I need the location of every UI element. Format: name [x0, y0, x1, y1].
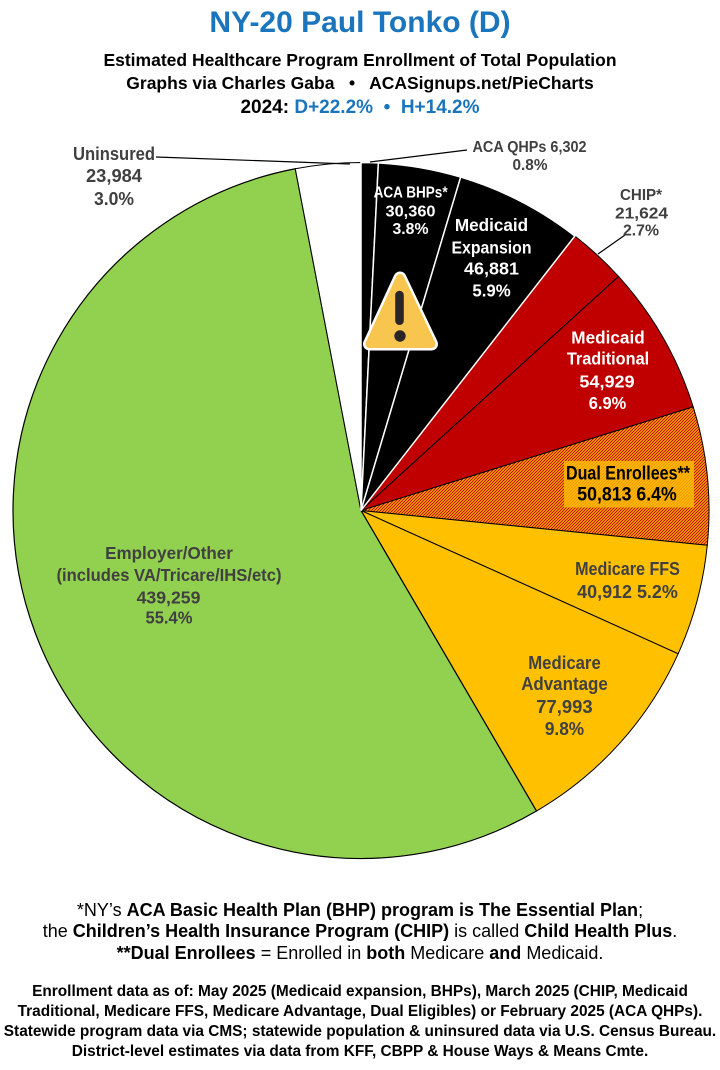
svg-text:Uninsured: Uninsured — [73, 144, 155, 164]
svg-text:6.9%: 6.9% — [589, 393, 627, 413]
svg-text:50,813 6.4%: 50,813 6.4% — [577, 485, 676, 506]
svg-text:55.4%: 55.4% — [146, 608, 193, 628]
svg-text:0.8%: 0.8% — [513, 157, 548, 174]
svg-text:77,993: 77,993 — [536, 697, 592, 717]
svg-text:9.8%: 9.8% — [545, 719, 584, 739]
svg-text:ACA QHPs 6,302: ACA QHPs 6,302 — [473, 139, 587, 156]
svg-text:Dual Enrollees**: Dual Enrollees** — [566, 464, 691, 485]
svg-text:ACA BHPs*: ACA BHPs* — [374, 185, 449, 202]
svg-text:Advantage: Advantage — [521, 674, 608, 694]
svg-text:30,360: 30,360 — [386, 203, 436, 220]
svg-text:Traditional: Traditional — [567, 349, 649, 369]
svg-text:2.7%: 2.7% — [623, 223, 659, 240]
svg-text:Medicaid: Medicaid — [571, 328, 644, 348]
svg-text:Medicare FFS: Medicare FFS — [575, 559, 680, 579]
svg-text:23,984: 23,984 — [86, 166, 142, 186]
svg-text:Medicare: Medicare — [528, 653, 601, 673]
svg-text:21,624: 21,624 — [615, 205, 668, 222]
svg-text:3.8%: 3.8% — [393, 221, 429, 238]
svg-text:CHIP*: CHIP* — [620, 187, 663, 204]
svg-text:40,912 5.2%: 40,912 5.2% — [577, 582, 678, 602]
svg-text:439,259: 439,259 — [137, 588, 201, 608]
svg-text:Expansion: Expansion — [452, 238, 532, 258]
svg-text:Employer/Other: Employer/Other — [105, 543, 233, 563]
svg-text:54,929: 54,929 — [579, 372, 634, 392]
svg-text:(includes VA/Tricare/IHS/etc): (includes VA/Tricare/IHS/etc) — [57, 565, 282, 585]
svg-text:Medicaid: Medicaid — [455, 215, 528, 235]
svg-text:46,881: 46,881 — [464, 259, 519, 279]
svg-text:5.9%: 5.9% — [472, 281, 511, 301]
svg-text:3.0%: 3.0% — [94, 189, 134, 209]
